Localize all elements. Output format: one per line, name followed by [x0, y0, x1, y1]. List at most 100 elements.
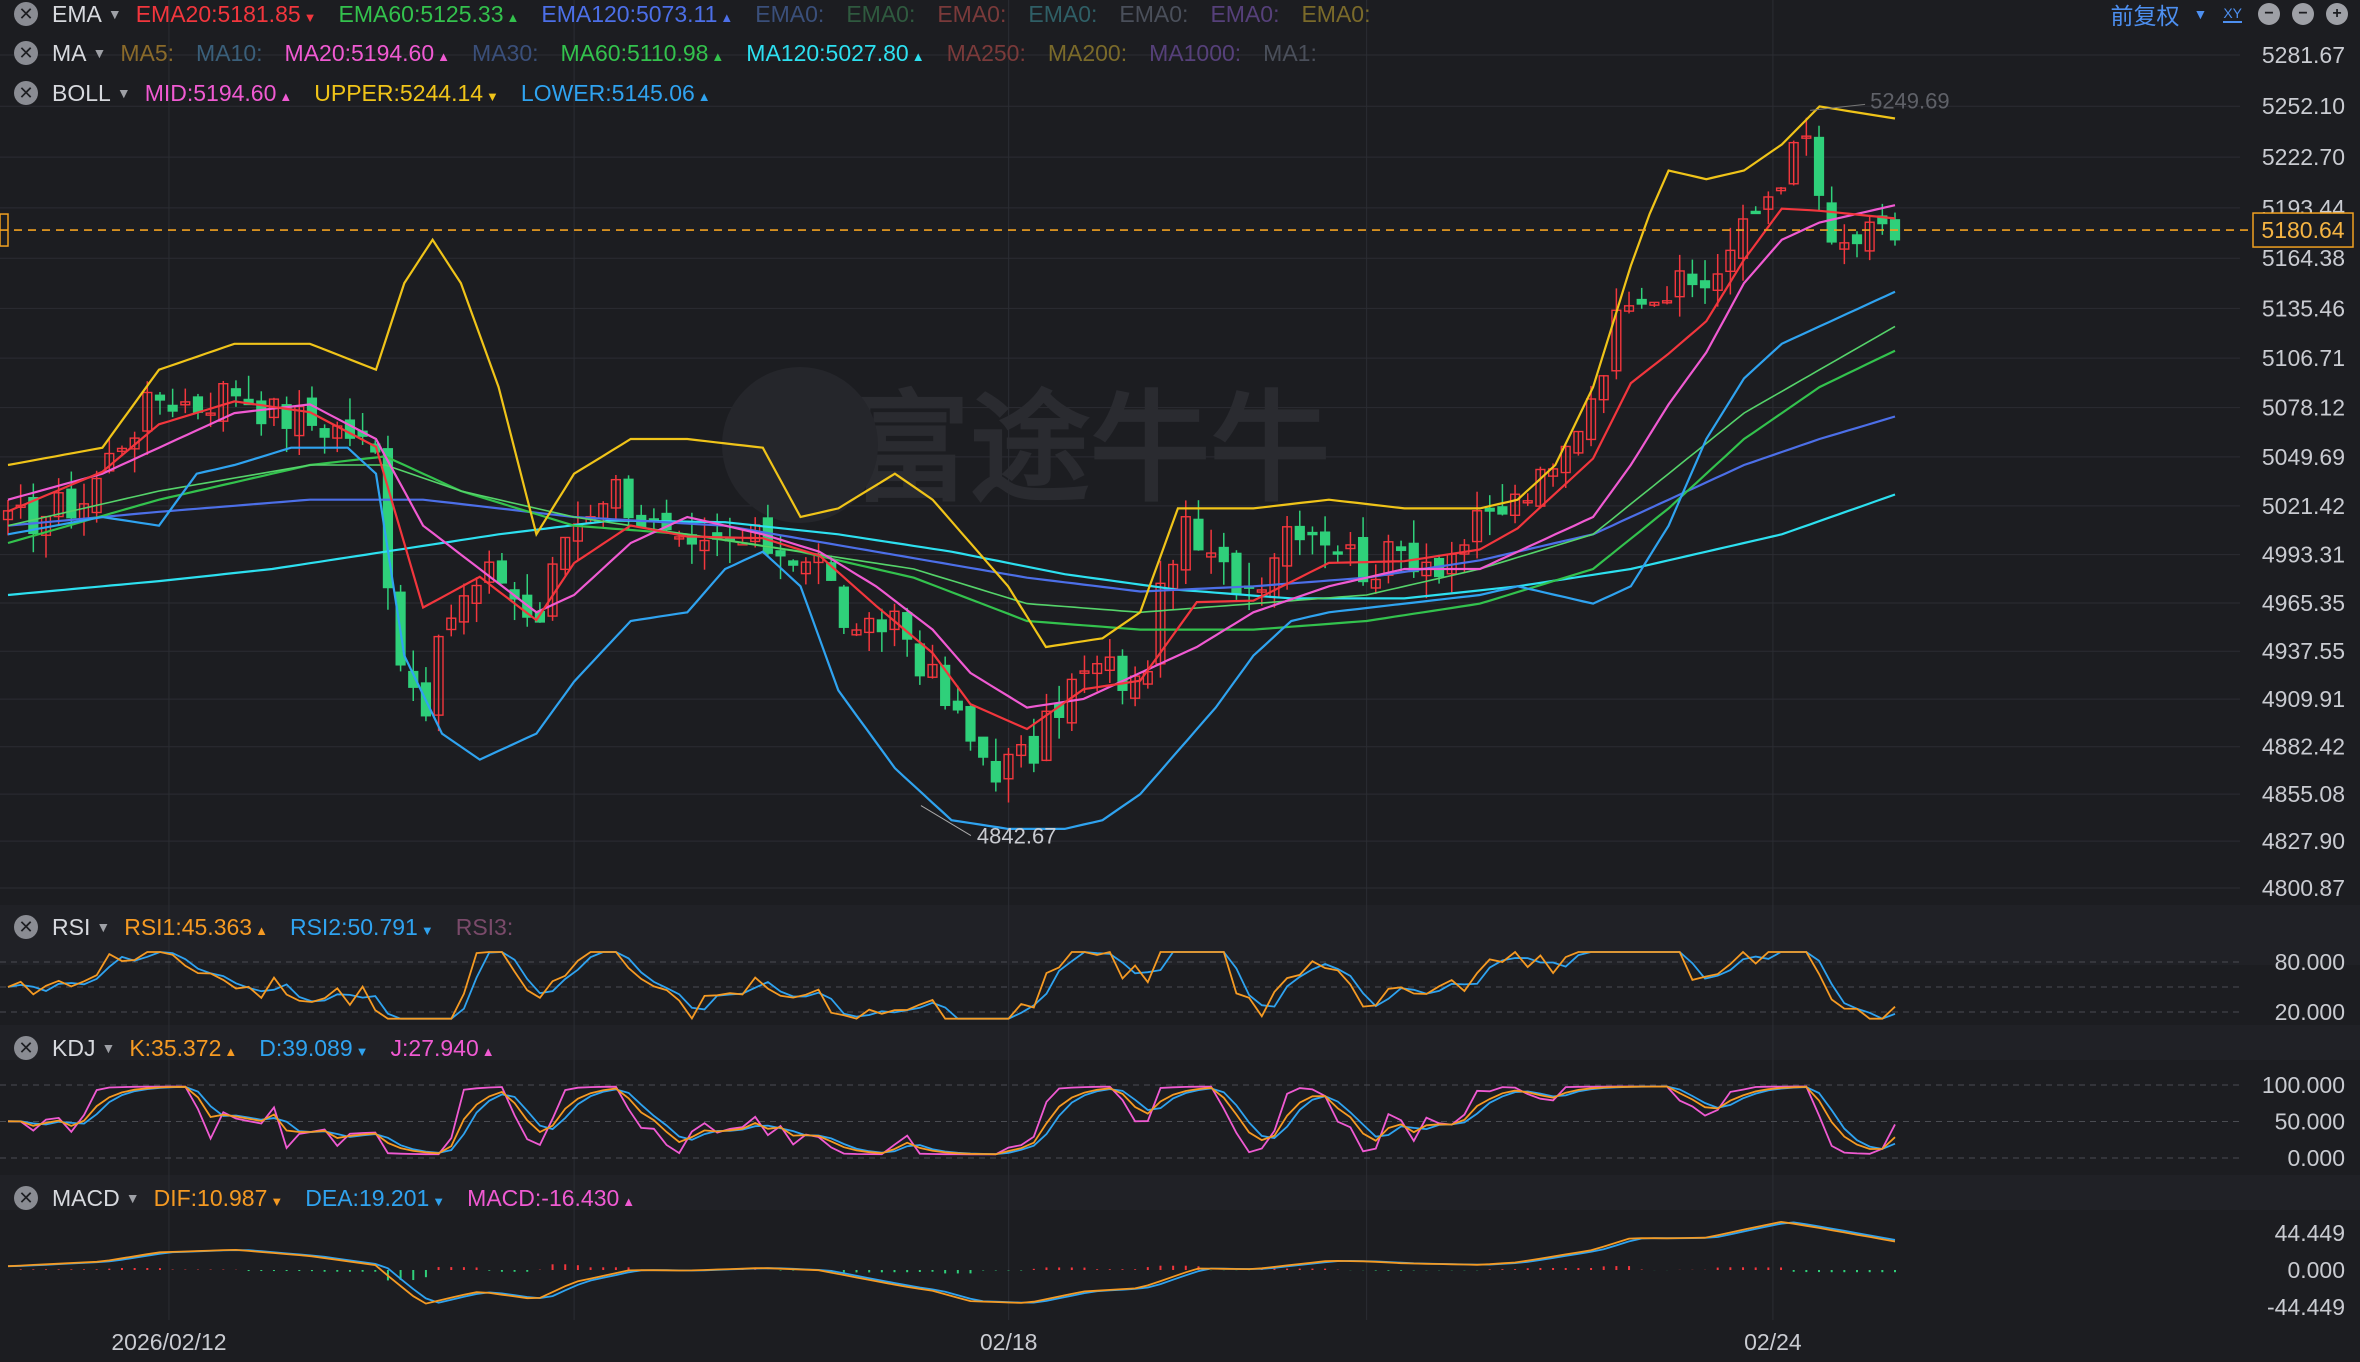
candle [1509, 484, 1521, 524]
trend-arrow-icon: ▼ [420, 922, 434, 938]
candle-body [1585, 398, 1597, 441]
price-tick-label: 4965.35 [2262, 590, 2345, 616]
candle [965, 705, 976, 751]
price-tick-label: 5021.42 [2262, 493, 2345, 519]
kdj-indicator-name[interactable]: KDJ [52, 1034, 96, 1061]
chevron-down-icon[interactable]: ▼ [96, 919, 111, 935]
candle [952, 685, 963, 714]
candle [496, 553, 508, 584]
adjust-dropdown[interactable]: 前复权 [2110, 3, 2180, 29]
candle-body [344, 419, 356, 439]
macd-legend-row: ✕ MACD ▼ DIF:10.987 ▼ DEA:19.201 ▼ MACD:-16.… [0, 1180, 657, 1216]
kdj-legend-item: K:35.372 ▲ [129, 1034, 238, 1061]
trend-arrow-icon: ▲ [622, 1193, 636, 1209]
candle-body [800, 561, 811, 575]
candle-body [1661, 300, 1673, 304]
ema20-line [7, 207, 1896, 731]
pane-separator [0, 1175, 2360, 1210]
boll-close-icon[interactable]: ✕ [14, 81, 38, 105]
trend-arrow-icon: ▲ [481, 1043, 495, 1059]
candle-body [1319, 531, 1331, 546]
boll-lower-line [7, 290, 1896, 830]
chevron-down-icon[interactable]: ▼ [125, 1190, 140, 1206]
candle [864, 612, 875, 651]
candle-body [889, 610, 900, 631]
zoom-in-icon[interactable]: + [2326, 3, 2348, 25]
candle-body [1370, 578, 1381, 589]
rsi-close-icon[interactable]: ✕ [14, 915, 38, 939]
rsi-indicator-name[interactable]: RSI [52, 913, 91, 940]
candle [180, 388, 191, 414]
candle-body [230, 388, 242, 397]
chevron-down-icon[interactable]: ▼ [107, 6, 122, 22]
candle [572, 501, 584, 560]
candle-body [1092, 663, 1103, 675]
candle-body [1509, 493, 1521, 517]
ma-legend-item: MA20:5194.60 ▲ [284, 39, 451, 66]
candle-body [408, 670, 419, 688]
chevron-down-icon[interactable]: ▼ [2193, 6, 2208, 22]
x-axis-label: 02/24 [1744, 1329, 1802, 1355]
zoom-reset-icon[interactable]: − [2292, 3, 2314, 25]
candle [268, 397, 280, 427]
pane-separator [0, 905, 2360, 965]
trend-arrow-icon: ▲ [911, 48, 925, 64]
candle-body [978, 736, 989, 758]
candle-body [1218, 546, 1229, 563]
candle-body [1497, 506, 1508, 515]
candle [1573, 430, 1584, 456]
candle [1775, 186, 1787, 195]
candle-body [927, 663, 938, 678]
candle [686, 512, 697, 564]
candle [154, 392, 166, 415]
candle-body [1395, 546, 1407, 552]
ema-legend-item: EMA0: [846, 0, 916, 27]
boll-indicator-name[interactable]: BOLL [52, 79, 111, 106]
candle [1636, 287, 1647, 309]
ema-legend-item: EMA60:5125.33 ▲ [338, 0, 520, 27]
ma-indicator-name[interactable]: MA [52, 39, 87, 66]
rsi-tick-label: 80.000 [2275, 949, 2345, 975]
kdj-close-icon[interactable]: ✕ [14, 1036, 38, 1060]
ma-legend-item: MA1: [1263, 39, 1317, 66]
ma-legend-item: MA1000: [1149, 39, 1242, 66]
boll-legend-item: UPPER:5244.14 ▼ [314, 79, 499, 106]
zoom-out-icon[interactable]: − [2258, 3, 2280, 25]
boll-upper-line [7, 105, 1896, 649]
price-tick-label: 4827.90 [2262, 828, 2345, 854]
candle [914, 630, 925, 685]
macd-close-icon[interactable]: ✕ [14, 1186, 38, 1210]
candle [1054, 685, 1065, 739]
candle-body [28, 496, 39, 535]
candle-body [1041, 710, 1052, 762]
candle [1839, 224, 1850, 265]
candle-body [205, 412, 216, 416]
candle [1826, 186, 1837, 245]
candle [1674, 254, 1685, 317]
candle-body [1801, 135, 1812, 139]
chevron-down-icon[interactable]: ▼ [116, 85, 131, 101]
candle [2, 499, 14, 536]
candle [1763, 191, 1774, 225]
chevron-down-icon[interactable]: ▼ [101, 1040, 116, 1056]
candle-body [281, 404, 292, 429]
candle-body [1522, 500, 1533, 504]
candle-body [142, 391, 153, 432]
candle [838, 584, 849, 634]
chevron-down-icon[interactable]: ▼ [92, 45, 107, 61]
price-tick-label: 4882.42 [2262, 734, 2345, 760]
macd-indicator-name[interactable]: MACD [52, 1184, 120, 1211]
candle [1104, 639, 1115, 684]
candle [1180, 500, 1191, 585]
candle [1028, 718, 1039, 773]
ema-close-icon[interactable]: ✕ [14, 2, 38, 26]
trend-arrow-icon: ▲ [711, 48, 725, 64]
ema-legend-item: EMA120:5073.11 ▲ [541, 0, 734, 27]
xy-toggle-icon[interactable]: XY [2223, 5, 2242, 23]
ma-close-icon[interactable]: ✕ [14, 41, 38, 65]
ema-indicator-name[interactable]: EMA [52, 0, 102, 27]
candle [522, 574, 533, 627]
price-marker-left [0, 213, 9, 247]
candle-body [610, 478, 621, 509]
